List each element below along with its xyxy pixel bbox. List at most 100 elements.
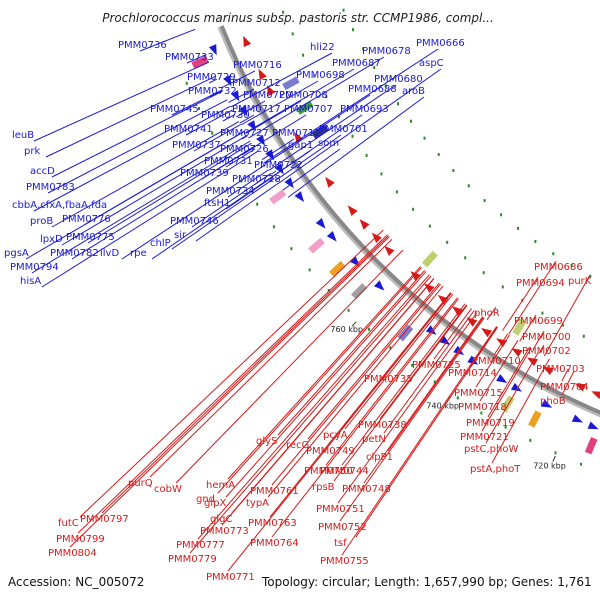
scale-tick xyxy=(553,456,556,462)
gc-mark xyxy=(429,225,431,228)
forward-gene-label: cbbA,cfxA,fbaA,fda xyxy=(12,200,107,211)
forward-gene-label: proB xyxy=(30,216,53,227)
feature-block xyxy=(351,283,367,299)
reverse-gene-label: PMM0749 xyxy=(306,446,355,457)
gc-mark xyxy=(396,190,398,193)
feature-block xyxy=(585,437,598,454)
gc-mark xyxy=(412,208,414,211)
reverse-gene-label: typA xyxy=(246,498,269,509)
forward-gene-label: PMM0794 xyxy=(10,262,59,273)
reverse-gene-label: PMM0750 xyxy=(304,466,353,477)
gc-mark xyxy=(529,439,531,442)
reverse-gene-label: PMM0748 xyxy=(342,484,391,495)
forward-gene-label: PMM0728 xyxy=(232,174,281,185)
forward-gene-label: PMM0741 xyxy=(164,124,213,135)
forward-gene-label: PMM0693 xyxy=(340,104,389,115)
reverse-gene-arrow xyxy=(243,36,251,47)
forward-gene-label: PMM0745 xyxy=(150,104,199,115)
reverse-gene-label: PMM0719 xyxy=(466,418,515,429)
forward-gene-label: hli22 xyxy=(310,42,335,53)
reverse-gene-label: pcyA xyxy=(323,430,348,441)
forward-gene-label: rpe xyxy=(130,248,147,259)
gc-mark xyxy=(309,268,311,271)
gc-mark xyxy=(352,28,354,31)
reverse-gene-label: PMM0771 xyxy=(206,572,255,583)
reverse-gene-label: PMM0686 xyxy=(534,262,583,273)
reverse-gene-label: purQ xyxy=(128,478,153,489)
reverse-gene-label: PMM0752 xyxy=(318,522,367,533)
gc-mark xyxy=(424,137,426,140)
reverse-gene-label: PMM0799 xyxy=(56,534,105,545)
forward-gene-label: PMM0731 xyxy=(204,156,253,167)
reverse-gene-label: PMM0718 xyxy=(458,402,507,413)
forward-gene-label: PMM0666 xyxy=(416,38,465,49)
reverse-gene-label: PMM0738 xyxy=(358,420,407,431)
forward-gene-label: lpxD xyxy=(40,234,63,245)
feature-block xyxy=(422,251,438,268)
forward-gene-label: PMM0678 xyxy=(362,46,411,57)
reverse-gene-arrow xyxy=(348,205,358,216)
reverse-gene-label: PMM0721 xyxy=(460,432,509,443)
reverse-gene-arrow xyxy=(384,246,394,256)
gc-mark xyxy=(483,271,485,274)
forward-gene-label: PMM0776 xyxy=(62,214,111,225)
forward-gene-label: chlP xyxy=(150,238,171,249)
forward-gene-label: som xyxy=(318,138,339,149)
forward-gene-label: PMM0729 xyxy=(187,72,236,83)
gc-mark xyxy=(552,252,554,255)
forward-gene-arrow xyxy=(316,218,326,229)
forward-gene-label: PMM0712 xyxy=(232,78,281,89)
forward-gene-label: PMM0783 xyxy=(26,182,75,193)
gc-mark xyxy=(534,240,536,243)
summary-text: Topology: circular; Length: 1,657,990 bp… xyxy=(261,575,592,589)
forward-gene-label: pgsA xyxy=(4,248,29,259)
forward-gene-arrow xyxy=(327,231,337,242)
forward-gene-label: ftsH1 xyxy=(204,198,230,209)
forward-gene-label: PMM0716 xyxy=(233,60,282,71)
forward-gene-label: PMM0701 xyxy=(319,124,368,135)
forward-gene-arrow xyxy=(496,374,507,383)
gc-mark xyxy=(468,184,470,187)
feature-block xyxy=(308,238,325,254)
feature-block xyxy=(528,410,542,427)
forward-gene-label: PMM0722 xyxy=(254,160,303,171)
map-title: Prochlorococcus marinus subsp. pastoris … xyxy=(102,11,494,25)
forward-gene-arrow xyxy=(374,280,384,290)
tick-label: 720 kbp xyxy=(533,462,566,471)
forward-gene-label: accD xyxy=(30,166,55,177)
reverse-gene-label: PMM0699 xyxy=(514,316,563,327)
reverse-gene-label: PMM0779 xyxy=(168,554,217,565)
gc-mark xyxy=(292,32,294,35)
tick-label: 760 kbp xyxy=(330,325,363,334)
reverse-gene-label: PMM0777 xyxy=(176,540,225,551)
forward-gene-arrow xyxy=(588,422,599,430)
forward-gene-label: sir xyxy=(174,230,187,241)
reverse-gene-label: pstC,phoW xyxy=(464,444,518,455)
reverse-gene-label: PMM0764 xyxy=(250,538,299,549)
reverse-gene-label: PMM0703 xyxy=(536,364,585,375)
reverse-gene-label: pstA,phoT xyxy=(470,464,521,475)
forward-gene-label: PMM0734 xyxy=(206,186,255,197)
forward-gene-label: PMM0717 xyxy=(232,104,281,115)
forward-gene-label: PMM0733 xyxy=(165,52,214,63)
gc-mark xyxy=(302,54,304,57)
reverse-gene-label: PMM0694 xyxy=(516,278,565,289)
reverse-gene-label: PMM0804 xyxy=(48,548,97,559)
forward-gene-label: PMM0746 xyxy=(170,216,219,227)
reverse-gene-arrow xyxy=(360,219,370,230)
feature-block xyxy=(269,189,286,204)
forward-gene-label: PMM0737 xyxy=(172,140,221,151)
forward-gene-label: PMM0727 xyxy=(220,128,269,139)
reverse-leader-line xyxy=(272,284,441,485)
reverse-gene-label: PMM0714 xyxy=(448,368,497,379)
gc-mark xyxy=(502,285,504,288)
reverse-gene-label: PMM0704 xyxy=(540,382,589,393)
reverse-gene-label: PMM0773 xyxy=(200,526,249,537)
gc-mark xyxy=(410,120,412,123)
gc-mark xyxy=(517,227,519,230)
gc-mark xyxy=(368,328,370,331)
reverse-gene-label: PMM0710 xyxy=(472,356,521,367)
forward-gene-label: PMM0775 xyxy=(66,232,115,243)
